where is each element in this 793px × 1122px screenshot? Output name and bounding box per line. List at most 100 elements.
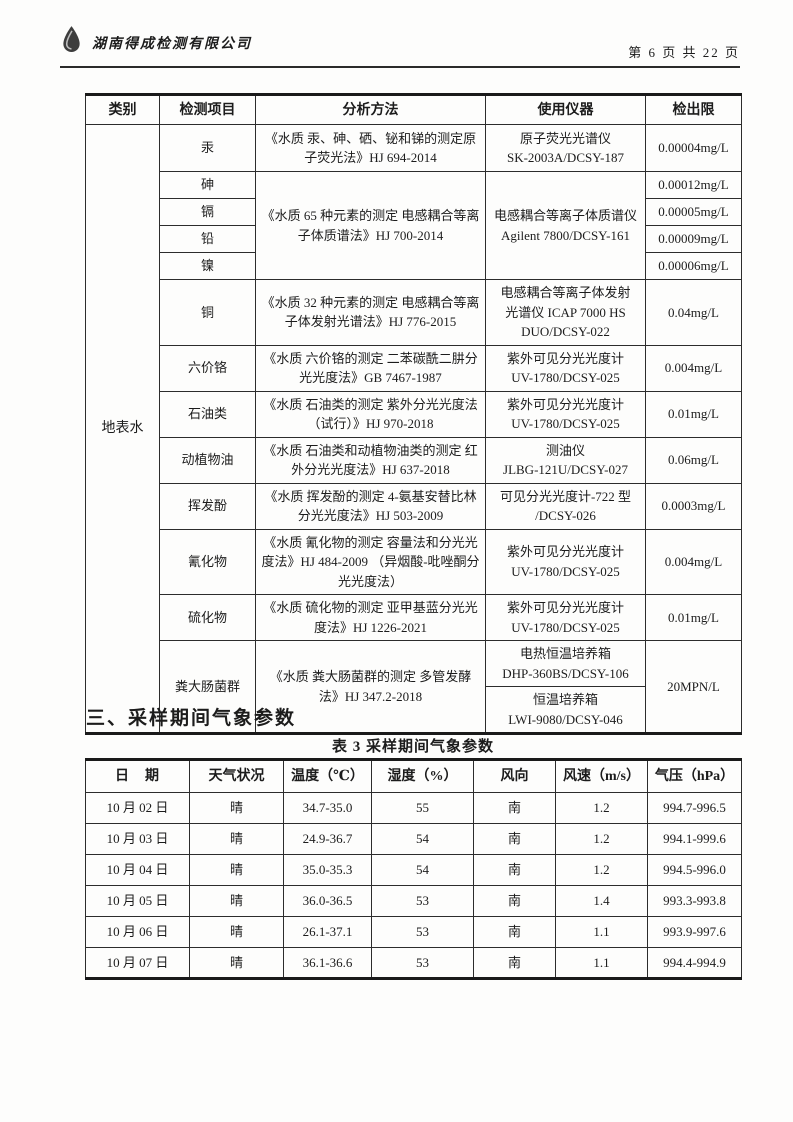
table-row: 六价铬 《水质 六价铬的测定 二苯碳酰二肼分光光度法》GB 7467-1987 … — [86, 344, 742, 392]
col-header-wind-direction: 风向 — [473, 759, 556, 793]
instrument-cell: 紫外可见分光光度计 UV-1780/DCSY-025 — [485, 594, 646, 641]
weather-row: 10 月 04 日 晴 35.0-35.3 54 南 1.2 994.5-996… — [85, 854, 742, 886]
col-header-limit: 检出限 — [645, 94, 742, 125]
item-cell: 镍 — [159, 252, 256, 280]
weather-row: 10 月 03 日 晴 24.9-36.7 54 南 1.2 994.1-999… — [85, 823, 742, 855]
limit-cell: 0.00012mg/L — [645, 171, 742, 199]
item-cell: 动植物油 — [159, 436, 256, 484]
limit-cell: 0.00005mg/L — [645, 198, 742, 226]
weather-cell: 晴 — [189, 916, 284, 948]
col-header-category: 类别 — [85, 94, 160, 125]
table-row: 地表水 汞 《水质 汞、砷、硒、铋和锑的测定原子荧光法》HJ 694-2014 … — [85, 124, 742, 734]
weather-header-row: 日 期 天气状况 温度（℃） 湿度（%） 风向 风速（m/s） 气压（hPa） — [85, 759, 742, 793]
date-cell: 10 月 07 日 — [85, 947, 190, 979]
date-cell: 10 月 04 日 — [85, 854, 190, 886]
section-title: 三、采样期间气象参数 — [86, 708, 297, 729]
limit-cell: 0.0003mg/L — [645, 482, 742, 530]
limit-cell: 0.04mg/L — [645, 279, 742, 346]
limit-cell: 0.00009mg/L — [645, 225, 742, 253]
item-cell: 镉 — [159, 198, 256, 226]
humidity-cell: 53 — [371, 947, 474, 979]
limit-cell: 20MPN/L — [645, 640, 742, 734]
instrument-cell: 电热恒温培养箱 DHP-360BS/DCSY-106 — [485, 640, 646, 687]
item-cell: 六价铬 — [159, 344, 256, 392]
humidity-cell: 55 — [371, 792, 474, 824]
limit-cell: 0.00006mg/L — [645, 252, 742, 280]
table-row: 动植物油 《水质 石油类和动植物油类的测定 红外分光光度法》HJ 637-201… — [86, 436, 742, 484]
item-cell: 挥发酚 — [159, 482, 256, 530]
limit-cell: 0.06mg/L — [645, 436, 742, 484]
temperature-cell: 24.9-36.7 — [283, 823, 372, 855]
date-cell: 10 月 05 日 — [85, 885, 190, 917]
humidity-cell: 54 — [371, 823, 474, 855]
table-row: 粪大肠菌群 《水质 粪大肠菌群的测定 多管发酵法》HJ 347.2-2018 电… — [86, 640, 742, 734]
analysis-table: 类别 检测项目 分析方法 使用仪器 检出限 地表水 汞 《水质 汞、砷、硒、铋和… — [85, 93, 742, 735]
col-header-wind-speed: 风速（m/s） — [555, 759, 648, 793]
item-cell: 砷 — [159, 171, 256, 199]
method-cell: 《水质 石油类和动植物油类的测定 红外分光光度法》HJ 637-2018 — [255, 436, 486, 484]
table-row: 石油类 《水质 石油类的测定 紫外分光光度法（试行）》HJ 970-2018 紫… — [86, 390, 742, 438]
pressure-cell: 994.5-996.0 — [647, 854, 742, 886]
item-cell: 石油类 — [159, 390, 256, 438]
pressure-cell: 994.7-996.5 — [647, 792, 742, 824]
item-cell: 硫化物 — [159, 594, 256, 641]
table-row: 铅 0.00009mg/L — [86, 225, 742, 253]
instrument-cell: 电感耦合等离子体发射 光谱仪 ICAP 7000 HS DUO/DCSY-022 — [485, 279, 646, 346]
pressure-cell: 994.4-994.9 — [647, 947, 742, 979]
method-cell: 《水质 挥发酚的测定 4-氨基安替比林分光光度法》HJ 503-2009 — [255, 482, 486, 530]
temperature-cell: 35.0-35.3 — [283, 854, 372, 886]
wind-direction-cell: 南 — [473, 854, 556, 886]
method-cell: 《水质 65 种元素的测定 电感耦合等离子体质谱法》HJ 700-2014 — [255, 171, 486, 280]
method-cell: 《水质 粪大肠菌群的测定 多管发酵法》HJ 347.2-2018 — [255, 640, 486, 734]
company-name: 湖南得成检测有限公司 — [92, 37, 252, 52]
weather-row: 10 月 02 日 晴 34.7-35.0 55 南 1.2 994.7-996… — [85, 792, 742, 824]
category-cell: 地表水 — [85, 124, 160, 734]
temperature-cell: 36.1-36.6 — [283, 947, 372, 979]
analysis-table-container: 类别 检测项目 分析方法 使用仪器 检出限 地表水 汞 《水质 汞、砷、硒、铋和… — [85, 93, 742, 735]
col-header-date: 日 期 — [85, 759, 190, 793]
instrument-cell: 紫外可见分光光度计 UV-1780/DCSY-025 — [485, 344, 646, 392]
weather-cell: 晴 — [189, 823, 284, 855]
limit-cell: 0.00004mg/L — [645, 124, 742, 172]
table-row: 硫化物 《水质 硫化物的测定 亚甲基蓝分光光度法》HJ 1226-2021 紫外… — [86, 594, 742, 641]
method-cell: 《水质 32 种元素的测定 电感耦合等离子体发射光谱法》HJ 776-2015 — [255, 279, 486, 346]
wind-speed-cell: 1.1 — [555, 947, 648, 979]
item-cell: 粪大肠菌群 — [159, 640, 256, 734]
method-cell: 《水质 石油类的测定 紫外分光光度法（试行）》HJ 970-2018 — [255, 390, 486, 438]
table-row: 铜 《水质 32 种元素的测定 电感耦合等离子体发射光谱法》HJ 776-201… — [86, 279, 742, 346]
instrument-cell: 恒温培养箱 LWI-9080/DCSY-046 — [485, 686, 646, 734]
weather-cell: 晴 — [189, 792, 284, 824]
category-label: 地表水 — [101, 420, 144, 436]
instrument-cell: 原子荧光光谱仪 SK-2003A/DCSY-187 — [485, 124, 646, 172]
wind-speed-cell: 1.1 — [555, 916, 648, 948]
table-row: 氰化物 《水质 氰化物的测定 容量法和分光光度法》HJ 484-2009 （异烟… — [86, 528, 742, 595]
method-cell: 《水质 氰化物的测定 容量法和分光光度法》HJ 484-2009 （异烟酸-吡唑… — [255, 528, 486, 595]
item-cell: 汞 — [159, 124, 256, 172]
col-header-method: 分析方法 — [255, 94, 486, 125]
wind-speed-cell: 1.4 — [555, 885, 648, 917]
date-cell: 10 月 06 日 — [85, 916, 190, 948]
temperature-cell: 36.0-36.5 — [283, 885, 372, 917]
weather-table-container: 日 期 天气状况 温度（℃） 湿度（%） 风向 风速（m/s） 气压（hPa） … — [85, 758, 742, 980]
weather-cell: 晴 — [189, 947, 284, 979]
col-header-item: 检测项目 — [159, 94, 256, 125]
humidity-cell: 53 — [371, 885, 474, 917]
table-row: 砷 《水质 65 种元素的测定 电感耦合等离子体质谱法》HJ 700-2014 … — [86, 171, 742, 280]
weather-row: 10 月 07 日 晴 36.1-36.6 53 南 1.1 994.4-994… — [85, 947, 742, 979]
page-header: 湖南得成检测有限公司 第 6 页 共 22 页 — [60, 26, 740, 68]
method-cell: 《水质 硫化物的测定 亚甲基蓝分光光度法》HJ 1226-2021 — [255, 594, 486, 641]
wind-direction-cell: 南 — [473, 885, 556, 917]
analysis-header-row: 类别 检测项目 分析方法 使用仪器 检出限 — [85, 94, 742, 125]
limit-cell: 0.01mg/L — [645, 594, 742, 641]
col-header-instrument: 使用仪器 — [485, 94, 646, 125]
table-row: 挥发酚 《水质 挥发酚的测定 4-氨基安替比林分光光度法》HJ 503-2009… — [86, 482, 742, 530]
humidity-cell: 53 — [371, 916, 474, 948]
table-row: 镍 0.00006mg/L — [86, 252, 742, 280]
limit-cell: 0.01mg/L — [645, 390, 742, 438]
instrument-cell: 电感耦合等离子体质谱仪 Agilent 7800/DCSY-161 — [485, 171, 646, 280]
page-number: 第 6 页 共 22 页 — [628, 45, 740, 60]
company-header: 湖南得成检测有限公司 — [60, 25, 252, 61]
weather-cell: 晴 — [189, 854, 284, 886]
limit-cell: 0.004mg/L — [645, 528, 742, 595]
weather-table: 日 期 天气状况 温度（℃） 湿度（%） 风向 风速（m/s） 气压（hPa） … — [85, 758, 742, 980]
